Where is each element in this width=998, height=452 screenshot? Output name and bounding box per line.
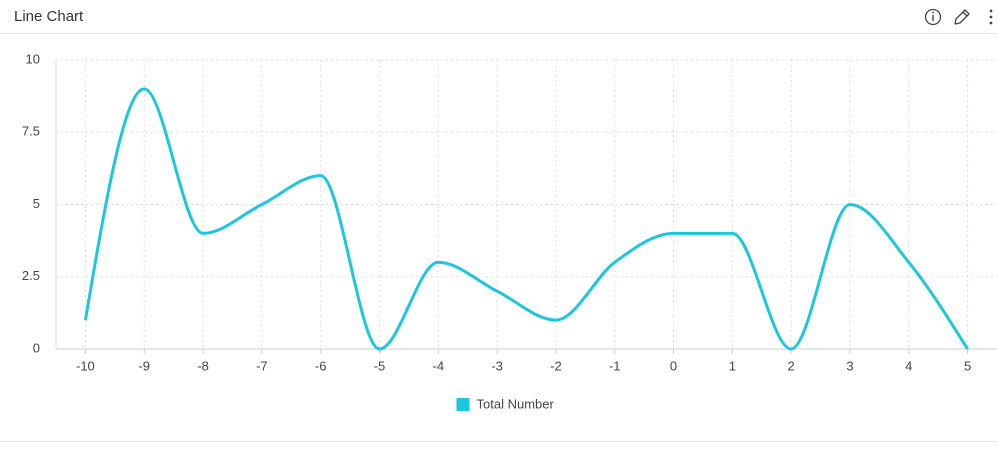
x-tick-label: -1 (609, 358, 621, 373)
x-tick-label: -2 (550, 358, 562, 373)
x-tick-label: -7 (256, 358, 268, 373)
x-tick-label: -6 (315, 358, 327, 373)
x-tick-label: -9 (138, 358, 150, 373)
x-tick-label: 2 (788, 358, 795, 373)
x-tick-label: -3 (491, 358, 503, 373)
more-icon[interactable] (989, 9, 993, 25)
info-icon[interactable] (924, 8, 942, 26)
x-tick-label: 4 (905, 358, 912, 373)
y-tick-label: 10 (26, 51, 40, 66)
x-tick-label: 1 (729, 358, 736, 373)
line-series (83, 87, 969, 351)
x-tick-label: -4 (433, 358, 445, 373)
legend-label: Total Number (477, 396, 555, 411)
chart-title: Line Chart (14, 8, 84, 25)
y-tick-label: 5 (33, 196, 40, 211)
y-tick-label: 0 (33, 340, 40, 355)
x-tick-label: 0 (670, 358, 677, 373)
x-tick-label: -10 (76, 358, 95, 373)
x-tick-label: -8 (197, 358, 209, 373)
x-tick-label: 5 (964, 358, 971, 373)
x-tick-label: 3 (846, 358, 853, 373)
y-tick-label: 2.5 (22, 268, 40, 283)
y-tick-label: 7.5 (22, 124, 40, 139)
legend-swatch (456, 398, 470, 411)
edit-icon[interactable] (954, 9, 970, 25)
x-tick-label: -5 (374, 358, 386, 373)
